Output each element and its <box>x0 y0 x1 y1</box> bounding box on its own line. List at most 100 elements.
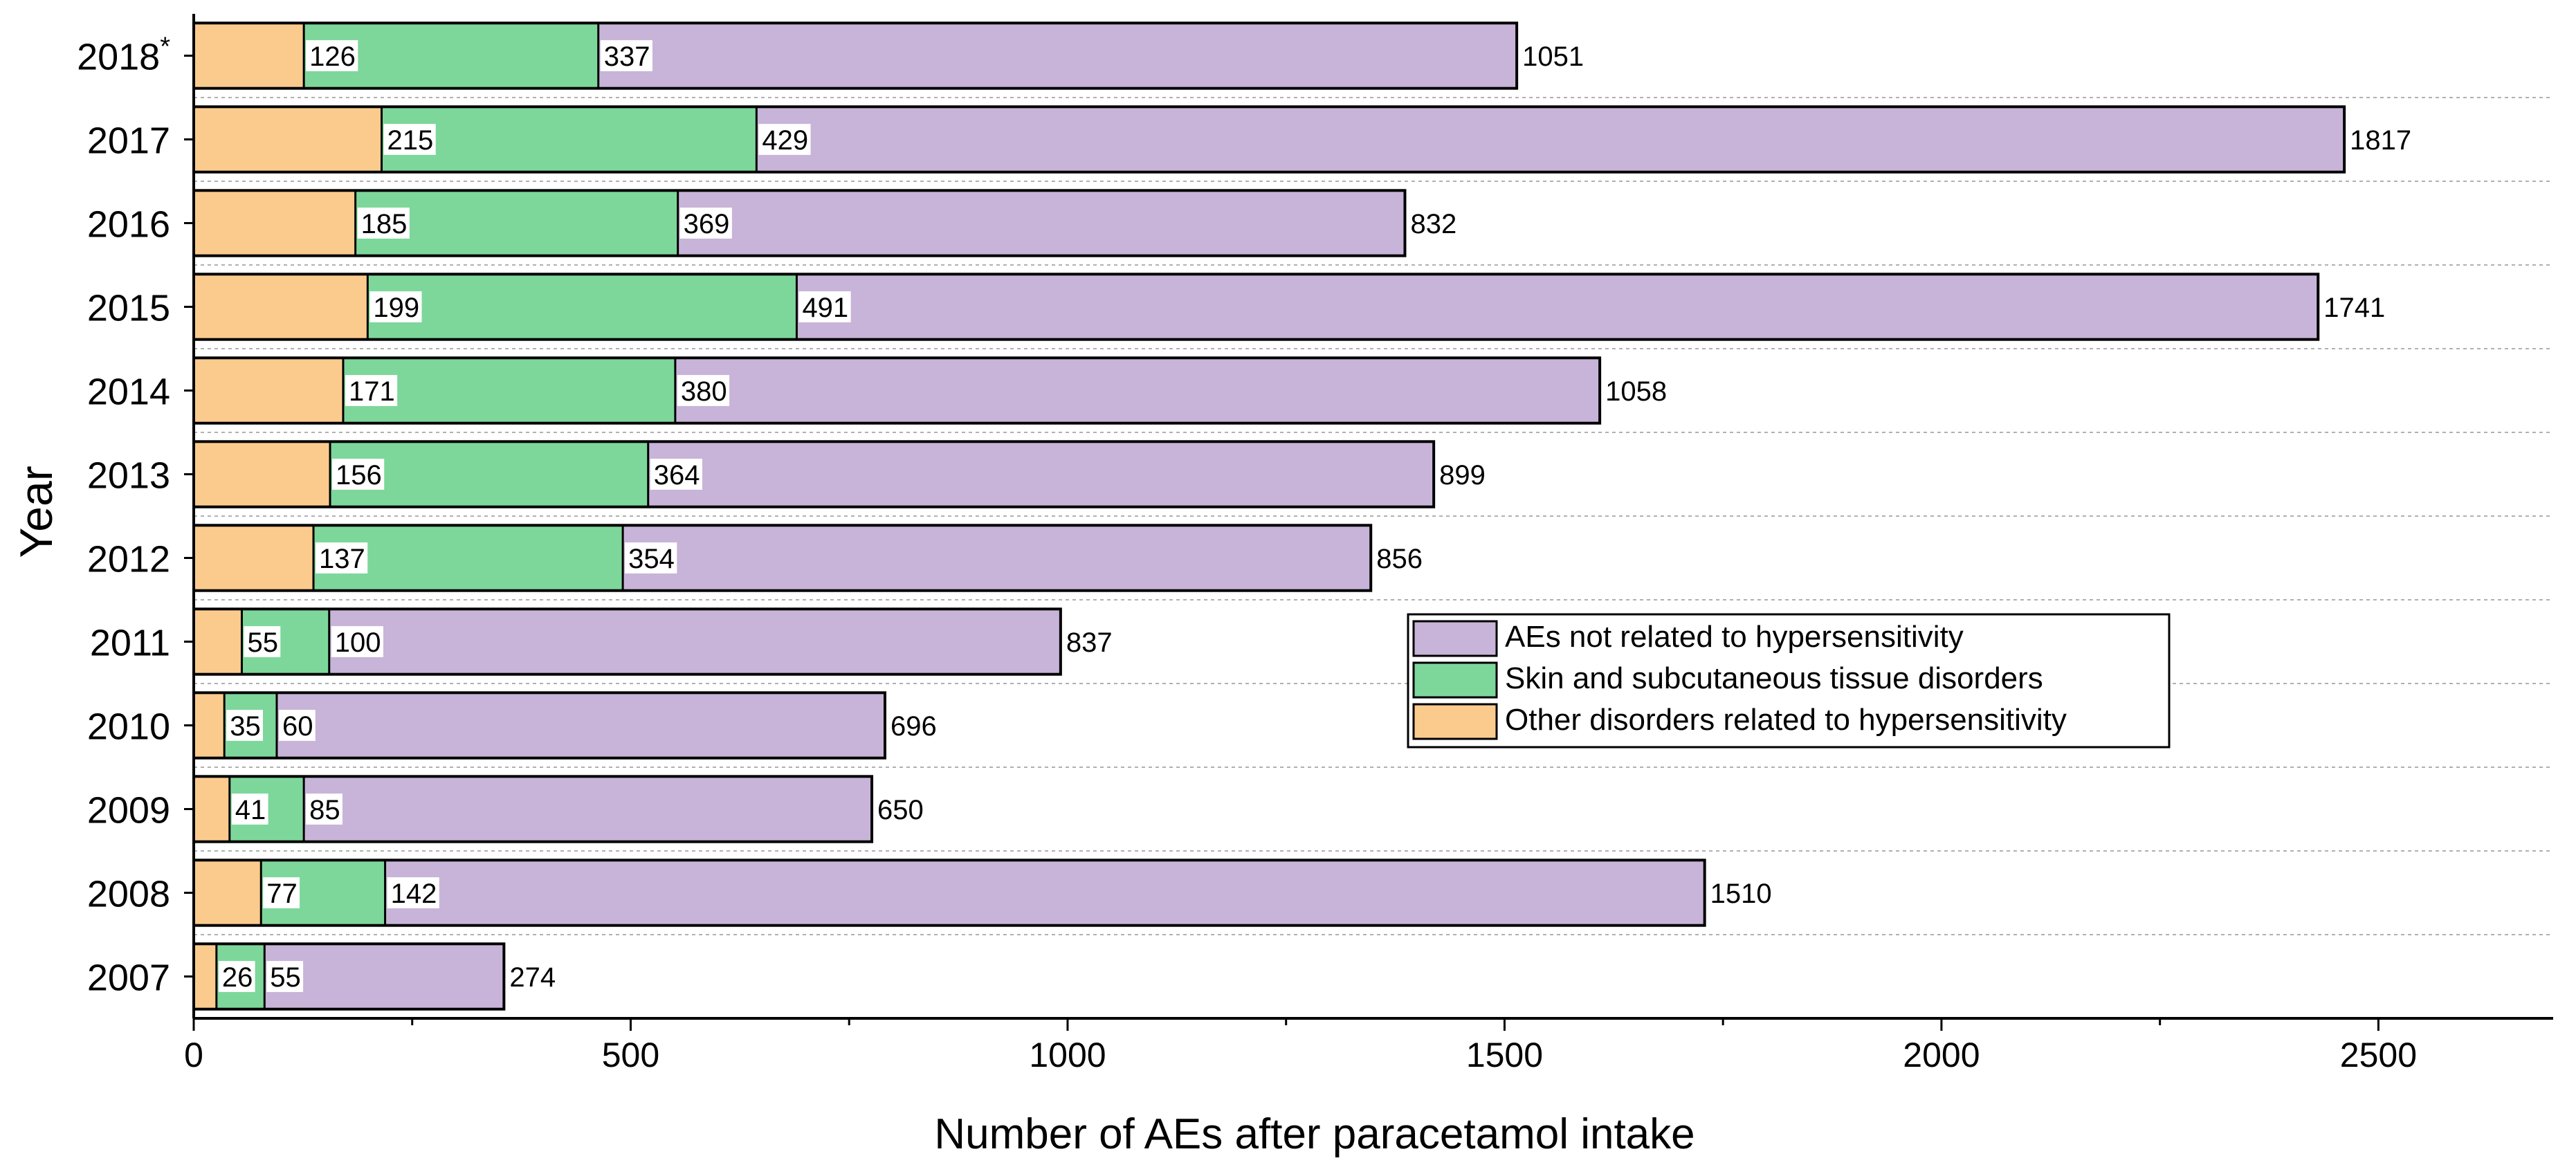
bar-segment <box>756 107 2345 172</box>
legend-swatch <box>1412 661 1498 699</box>
y-tick-label: 2012 <box>87 539 170 580</box>
data-label: 126 <box>309 42 356 72</box>
bar-segment <box>623 525 1371 591</box>
data-label: 1510 <box>1710 879 1772 909</box>
bar-segment <box>194 776 230 842</box>
data-label-bg <box>278 710 316 741</box>
bar-segment <box>304 776 873 842</box>
data-label: 142 <box>391 879 437 909</box>
y-tick-label: 2017 <box>87 120 170 162</box>
bars <box>192 21 2346 1011</box>
x-tick-label: 2000 <box>1903 1036 1980 1074</box>
axes: 2018* 2017 2016 2015 2014 2013 2012 2011 2010 200… <box>77 14 2553 1074</box>
bar-segment <box>194 860 262 926</box>
data-label-bg <box>383 124 436 155</box>
data-label: 215 <box>387 125 434 156</box>
data-label-bg <box>316 542 368 574</box>
x-tick-label: 0 <box>184 1036 203 1074</box>
data-label: 832 <box>1410 209 1456 239</box>
bar-segment <box>194 274 368 340</box>
y-tick-label: 2015 <box>87 288 170 329</box>
legend-swatch <box>1412 703 1498 740</box>
data-label: 354 <box>628 544 675 574</box>
data-label: 1051 <box>1522 42 1584 72</box>
x-tick-label: 2500 <box>2340 1036 2417 1074</box>
data-label: 85 <box>309 795 340 825</box>
x-tick-label: 500 <box>602 1036 659 1074</box>
bar-segment <box>194 525 314 591</box>
legend-label: AEs not related to hypersensitivity <box>1505 620 1964 654</box>
bar-segment <box>264 944 504 1009</box>
data-label: 41 <box>235 795 266 825</box>
data-label: 55 <box>270 962 301 993</box>
data-label-bg <box>218 961 255 992</box>
data-label: 26 <box>222 962 253 993</box>
bar-segment <box>329 609 1061 675</box>
data-label: 837 <box>1066 627 1113 658</box>
data-label-bg <box>679 208 732 239</box>
bar-segment <box>194 107 382 172</box>
data-label-bg <box>244 626 281 657</box>
data-label: 274 <box>509 962 556 993</box>
data-label-bg <box>345 375 398 406</box>
data-label: 650 <box>877 795 924 825</box>
data-label: 856 <box>1376 544 1423 574</box>
x-tick-label: 1000 <box>1029 1036 1106 1074</box>
data-label: 491 <box>802 293 848 323</box>
data-label-bg <box>263 877 300 908</box>
data-label: 380 <box>681 376 727 407</box>
data-label-bg <box>369 291 422 322</box>
legend-box <box>1407 613 2171 749</box>
bar-segment <box>194 609 242 675</box>
data-label: 899 <box>1439 460 1486 490</box>
data-label-bg <box>332 459 385 490</box>
data-label-bg <box>758 124 811 155</box>
bar-segment <box>194 358 343 423</box>
y-tick-label: 2011 <box>90 623 170 664</box>
data-label-bg <box>357 208 410 239</box>
y-tick-label: 2008 <box>87 874 170 915</box>
data-label: 60 <box>282 711 313 742</box>
y-tick-label: 2013 <box>87 455 170 497</box>
bar-segment <box>194 190 356 256</box>
data-label-bg <box>387 877 439 908</box>
bar-segment <box>194 23 304 89</box>
data-label-bg <box>306 794 342 825</box>
bar-segment <box>677 190 1405 256</box>
data-label-bg <box>306 40 358 71</box>
y-tick-label: 2009 <box>87 790 170 832</box>
data-label-bg <box>600 40 652 71</box>
data-label: 185 <box>361 209 408 239</box>
bar-segment <box>796 274 2319 340</box>
legend: AEs not related to hypersensitivity Skin … <box>1407 613 2171 749</box>
data-label-bg <box>625 542 677 574</box>
data-label-bg <box>677 375 730 406</box>
labels: 126 337 1051 215 429 1817 185 369 832 199 491 1741 1… <box>218 40 2411 993</box>
data-label: 100 <box>335 627 381 658</box>
data-label-bg <box>266 961 304 992</box>
data-label: 55 <box>247 627 278 658</box>
data-label-bg <box>231 794 268 825</box>
x-tick-label: 1500 <box>1466 1036 1543 1074</box>
x-axis-title: Number of AEs after paracetamol intake <box>934 1110 1695 1158</box>
data-label: 156 <box>336 460 382 490</box>
data-label: 429 <box>762 125 808 156</box>
bar-segment <box>276 693 886 758</box>
bar-segment <box>598 23 1517 89</box>
data-label: 696 <box>890 711 937 742</box>
data-label: 199 <box>373 293 419 323</box>
bar-segment <box>194 441 331 507</box>
bar-segment <box>342 358 675 423</box>
data-label: 77 <box>266 879 298 909</box>
data-label: 1741 <box>2323 293 2385 323</box>
legend-label: Other disorders related to hypersensitiv… <box>1505 703 2067 737</box>
bar-segment <box>648 441 1434 507</box>
bar-segment <box>381 107 757 172</box>
data-label-bg <box>331 626 383 657</box>
bar-segment <box>385 860 1705 926</box>
data-label-bg <box>650 459 702 490</box>
bar-segment <box>367 274 797 340</box>
data-label-bg <box>798 291 851 322</box>
data-label: 1817 <box>2350 125 2411 156</box>
